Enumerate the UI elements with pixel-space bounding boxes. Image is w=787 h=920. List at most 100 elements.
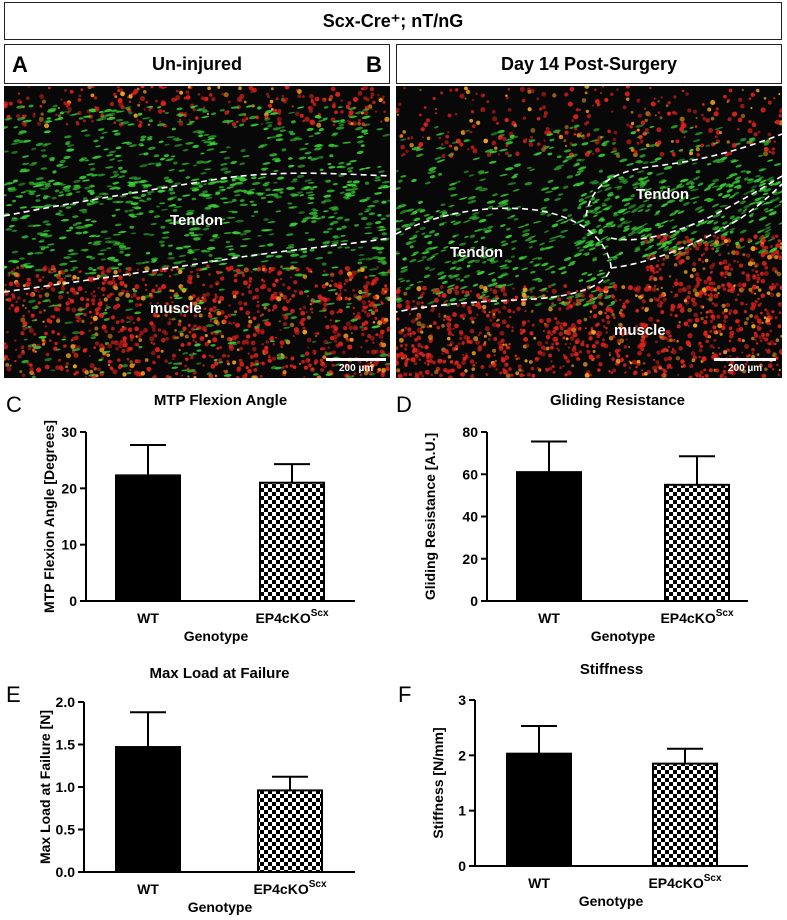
cell-red <box>82 119 86 123</box>
cell-green <box>172 161 178 165</box>
cell-green <box>154 291 162 293</box>
cell-green <box>729 230 734 234</box>
cell-red <box>545 346 550 351</box>
cell-green <box>318 127 324 132</box>
cell-green <box>563 149 572 153</box>
cell-red <box>496 323 501 328</box>
cell-green <box>667 241 672 245</box>
cell-red <box>113 340 119 346</box>
cell-green <box>681 130 688 134</box>
cell-red <box>399 344 404 348</box>
cell-red <box>637 350 642 356</box>
cell-green <box>238 123 245 127</box>
cell-red <box>213 361 219 366</box>
cell-red <box>378 333 384 339</box>
cell-green <box>499 224 506 228</box>
cell-red <box>27 325 31 329</box>
cell-red <box>540 345 546 350</box>
cell-red <box>4 101 9 107</box>
cell-red <box>119 328 124 333</box>
cell-red <box>586 114 592 119</box>
cell-red <box>449 360 454 364</box>
cell-red <box>454 360 459 365</box>
cell-green <box>226 216 236 219</box>
cell-red <box>709 319 714 324</box>
cell-green <box>146 105 154 109</box>
cell-green <box>163 154 170 158</box>
cell-red <box>196 298 200 302</box>
cell-green <box>65 140 71 144</box>
cell-green <box>728 184 734 188</box>
cell-green <box>200 152 205 155</box>
cell-green <box>10 186 16 190</box>
cell-green <box>342 186 348 189</box>
cell-green <box>109 187 118 190</box>
cell-green <box>522 229 531 233</box>
cell-red <box>201 297 207 303</box>
cell-red <box>344 288 347 292</box>
cell-green <box>28 299 36 304</box>
cell-green <box>657 243 662 246</box>
cell-green <box>124 308 133 311</box>
panel-a-title: Un-injured <box>152 53 242 74</box>
cell-red <box>189 270 194 274</box>
cell-red <box>530 366 534 371</box>
cell-red <box>140 295 146 301</box>
cell-green <box>328 143 335 147</box>
cell-red <box>282 283 286 287</box>
cell-red <box>764 308 768 312</box>
cell-red <box>556 347 559 350</box>
cell-green <box>400 138 407 141</box>
cell-green <box>207 204 212 207</box>
cell-red <box>374 316 378 320</box>
bar <box>664 483 730 602</box>
cell-red <box>742 282 747 288</box>
cell-green <box>38 335 47 339</box>
cell-red <box>732 365 738 371</box>
tendon-boundary <box>4 237 390 293</box>
cell-red <box>660 238 665 244</box>
cell-red <box>447 288 452 293</box>
cell-red <box>345 104 350 109</box>
cell-red <box>157 314 161 318</box>
cell-green <box>5 228 13 231</box>
cell-red <box>575 108 580 112</box>
cell-green <box>318 309 327 312</box>
cell-red <box>379 329 385 335</box>
cell-red <box>654 340 658 344</box>
cell-red <box>34 350 37 353</box>
cell-green <box>347 107 357 111</box>
cell-red <box>667 101 671 105</box>
cell-red <box>314 284 318 288</box>
cell-green <box>100 230 108 234</box>
cell-green <box>101 131 108 134</box>
cell-green <box>261 303 270 307</box>
cell-green <box>456 252 465 257</box>
cell-green <box>429 255 436 259</box>
cell-red <box>700 305 704 309</box>
cell-green <box>98 274 108 278</box>
cell-red <box>677 373 680 376</box>
bar <box>652 762 718 867</box>
cell-red <box>214 293 218 297</box>
cell-green <box>489 150 498 154</box>
cell-red <box>614 362 618 366</box>
cell-red <box>678 250 682 255</box>
cell-red <box>607 129 611 134</box>
cell-red <box>491 362 497 368</box>
cell-red <box>723 365 727 368</box>
cell-green <box>337 246 343 249</box>
cell-red <box>674 314 678 318</box>
cell-red <box>99 347 105 353</box>
cell-red <box>259 362 262 365</box>
cell-green <box>171 203 176 207</box>
cell-green <box>105 306 111 309</box>
cell-green <box>608 221 614 226</box>
cell-green <box>456 180 461 183</box>
cell-green <box>589 228 596 232</box>
cell-red <box>192 108 196 112</box>
cell-red <box>76 122 80 126</box>
cell-green <box>35 224 42 227</box>
cell-red <box>299 113 304 118</box>
cell-red <box>750 92 756 97</box>
